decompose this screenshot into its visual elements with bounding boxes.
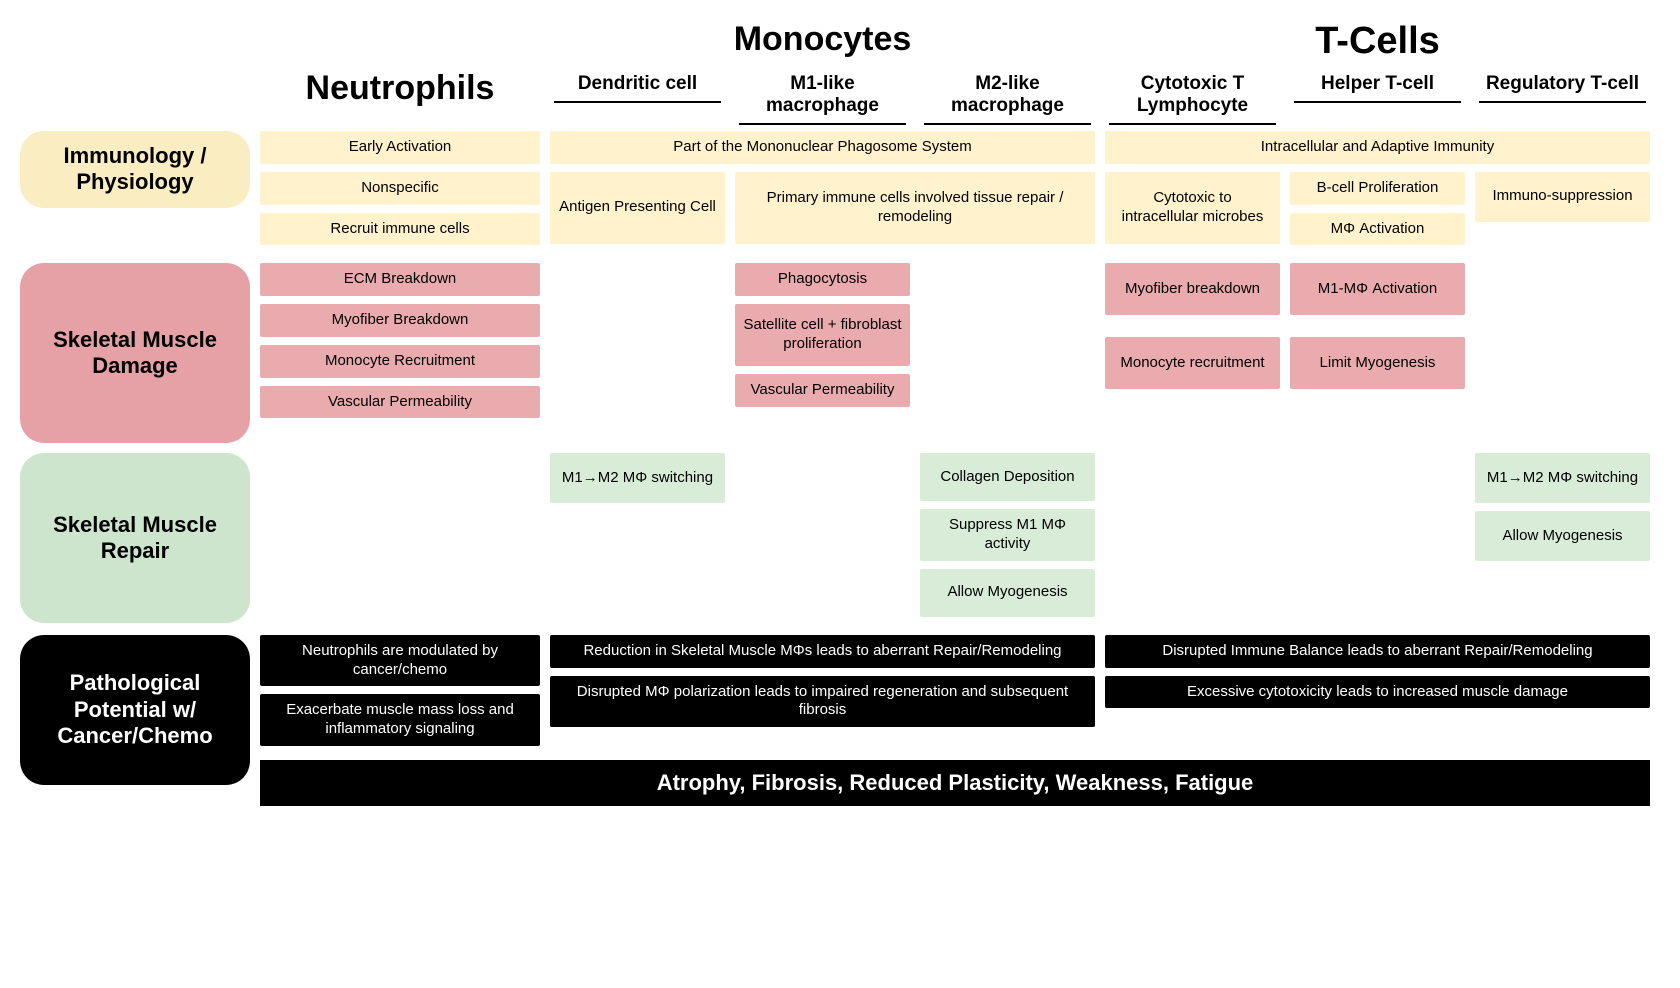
box-reg-allow: Allow Myogenesis xyxy=(1475,511,1650,561)
box-m2-allow: Allow Myogenesis xyxy=(920,569,1095,617)
box-tcell-span: Intracellular and Adaptive Immunity xyxy=(1105,131,1650,164)
box-m2-collagen: Collagen Deposition xyxy=(920,453,1095,501)
box-helper-limit: Limit Myogenesis xyxy=(1290,337,1465,389)
diagram-grid: Monocytes T-Cells Neutrophils Dendritic … xyxy=(20,20,1660,806)
box-patho-neut1: Neutrophils are modulated by cancer/chem… xyxy=(260,635,540,687)
box-neut-myofiber: Myofiber Breakdown xyxy=(260,304,540,337)
row-label-repair: Skeletal Muscle Repair xyxy=(20,453,250,623)
box-patho-mono1: Reduction in Skeletal Muscle MΦs leads t… xyxy=(550,635,1095,668)
row-label-patho-text: Pathological Potential w/ Cancer/Chemo xyxy=(36,670,234,749)
row-label-damage-text: Skeletal Muscle Damage xyxy=(36,327,234,380)
box-patho-tcell1: Disrupted Immune Balance leads to aberra… xyxy=(1105,635,1650,668)
box-dend-switch: M1→M2 MΦ switching xyxy=(550,453,725,503)
box-patho-neut2: Exacerbate muscle mass loss and inflamma… xyxy=(260,694,540,746)
box-neut-early: Early Activation xyxy=(260,131,540,164)
box-reg-immunosupp: Immuno-suppression xyxy=(1475,172,1650,222)
row-label-immuno: Immunology / Physiology xyxy=(20,131,250,208)
box-m1-sat: Satellite cell + fibroblast proliferatio… xyxy=(735,304,910,366)
box-m2-suppress: Suppress M1 MΦ activity xyxy=(920,509,1095,561)
col-header-helper: Helper T-cell xyxy=(1294,69,1461,103)
row-label-immuno-text: Immunology / Physiology xyxy=(36,143,234,196)
box-neut-ecm: ECM Breakdown xyxy=(260,263,540,296)
box-helper-m1act: M1-MΦ Activation xyxy=(1290,263,1465,315)
group-header-monocytes: Monocytes xyxy=(550,20,1095,65)
box-helper-mphi: MΦ Activation xyxy=(1290,213,1465,246)
col-header-m1: M1-like macrophage xyxy=(739,69,906,125)
box-mono-span: Part of the Mononuclear Phagosome System xyxy=(550,131,1095,164)
box-m1-vasc: Vascular Permeability xyxy=(735,374,910,407)
box-dendritic-apc: Antigen Presenting Cell xyxy=(550,172,725,244)
box-ctl-myofiber: Myofiber breakdown xyxy=(1105,263,1280,315)
box-reg-switch: M1→M2 MΦ switching xyxy=(1475,453,1650,503)
box-neut-vasc: Vascular Permeability xyxy=(260,386,540,419)
col-header-m2: M2-like macrophage xyxy=(924,69,1091,125)
col-header-dendritic: Dendritic cell xyxy=(554,69,721,103)
box-ctl-microbes: Cytotoxic to intracellular microbes xyxy=(1105,172,1280,244)
col-header-ctl: Cytotoxic T Lymphocyte xyxy=(1109,69,1276,125)
group-header-neutrophils: Neutrophils xyxy=(260,69,540,114)
footer-bar: Atrophy, Fibrosis, Reduced Plasticity, W… xyxy=(260,760,1650,806)
box-patho-mono2: Disrupted MΦ polarization leads to impai… xyxy=(550,676,1095,728)
row-label-damage: Skeletal Muscle Damage xyxy=(20,263,250,443)
box-helper-bcell: B-cell Proliferation xyxy=(1290,172,1465,205)
box-neut-nonspec: Nonspecific xyxy=(260,172,540,205)
group-header-tcells: T-Cells xyxy=(1105,20,1650,69)
box-ctl-mono: Monocyte recruitment xyxy=(1105,337,1280,389)
col-header-reg: Regulatory T-cell xyxy=(1479,69,1646,103)
row-label-patho: Pathological Potential w/ Cancer/Chemo xyxy=(20,635,250,785)
box-neut-mono: Monocyte Recruitment xyxy=(260,345,540,378)
box-m1m2-span: Primary immune cells involved tissue rep… xyxy=(735,172,1095,244)
box-patho-tcell2: Excessive cytotoxicity leads to increase… xyxy=(1105,676,1650,709)
box-m1-phago: Phagocytosis xyxy=(735,263,910,296)
row-label-repair-text: Skeletal Muscle Repair xyxy=(36,512,234,565)
box-neut-recruit: Recruit immune cells xyxy=(260,213,540,246)
